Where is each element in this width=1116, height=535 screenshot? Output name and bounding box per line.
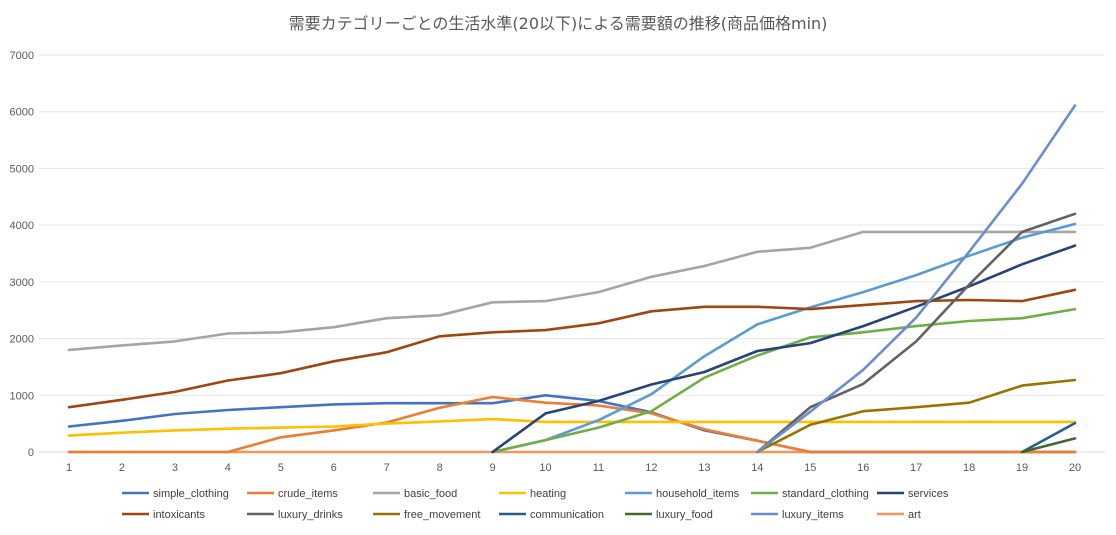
y-tick-label: 0 xyxy=(28,447,34,459)
legend-label: heating xyxy=(530,488,566,500)
x-axis-ticks: 1 2 3 4 5 6 7 8 9 10 11 12 13 14 15 16 17 18 19 20 xyxy=(66,462,1081,474)
x-tick-label: 11 xyxy=(593,462,604,474)
series-line-crude-items xyxy=(67,395,1077,454)
y-tick-label: 1000 xyxy=(10,390,34,402)
legend-label: household_items xyxy=(656,488,740,500)
x-tick-label: 16 xyxy=(857,462,869,474)
x-tick-label: 3 xyxy=(172,462,178,474)
y-tick-label: 5000 xyxy=(10,163,34,175)
x-tick-label: 9 xyxy=(490,462,496,474)
legend-label: luxury_food xyxy=(656,509,713,521)
series-line-heating xyxy=(67,417,1077,437)
x-tick-label: 10 xyxy=(539,462,551,474)
x-tick-label: 12 xyxy=(645,462,657,474)
series-line-household-items xyxy=(491,222,1077,454)
chart-title: 需要カテゴリーごとの生活水準(20以下)による需要額の推移(商品価格min) xyxy=(289,14,828,33)
x-tick-label: 8 xyxy=(437,462,443,474)
x-tick-label: 15 xyxy=(804,462,816,474)
series-line-services xyxy=(491,244,1077,454)
x-tick-label: 2 xyxy=(119,462,125,474)
legend-label: free_movement xyxy=(404,509,480,521)
series-line-intoxicants xyxy=(67,288,1077,409)
legend: simple_clothing crude_items basic_food heat… xyxy=(122,488,949,521)
series-line-communication xyxy=(1020,421,1077,454)
legend-label: luxury_items xyxy=(782,509,844,521)
y-tick-label: 2000 xyxy=(10,334,34,346)
x-tick-label: 14 xyxy=(751,462,763,474)
x-tick-label: 6 xyxy=(331,462,337,474)
legend-label: intoxicants xyxy=(153,509,205,521)
x-tick-label: 17 xyxy=(910,462,922,474)
y-tick-label: 3000 xyxy=(10,277,34,289)
legend-label: art xyxy=(908,509,921,521)
legend-label: services xyxy=(908,488,949,500)
series-line-luxury-items xyxy=(756,104,1077,454)
legend-label: standard_clothing xyxy=(782,488,869,500)
x-tick-label: 13 xyxy=(698,462,710,474)
legend-label: crude_items xyxy=(278,488,338,500)
legend-label: basic_food xyxy=(404,488,457,500)
legend-label: communication xyxy=(530,509,604,521)
series-line-basic-food xyxy=(67,230,1077,352)
y-tick-label: 7000 xyxy=(10,50,34,62)
series-line-luxury-drinks xyxy=(756,212,1077,454)
legend-label: simple_clothing xyxy=(153,488,229,500)
x-tick-label: 4 xyxy=(225,462,231,474)
x-tick-label: 5 xyxy=(278,462,284,474)
series-lines xyxy=(67,104,1077,454)
x-tick-label: 20 xyxy=(1069,462,1081,474)
series-line-luxury-food xyxy=(1020,437,1077,454)
gridlines xyxy=(39,54,1105,453)
x-tick-label: 1 xyxy=(66,462,72,474)
y-tick-label: 6000 xyxy=(10,107,34,119)
legend-label: luxury_drinks xyxy=(278,509,343,521)
x-tick-label: 18 xyxy=(963,462,975,474)
series-line-free-movement xyxy=(756,378,1077,454)
x-tick-label: 19 xyxy=(1016,462,1028,474)
x-tick-label: 7 xyxy=(384,462,390,474)
y-tick-label: 4000 xyxy=(10,220,34,232)
y-axis-ticks: 0 1000 2000 3000 4000 5000 6000 7000 xyxy=(10,50,34,459)
